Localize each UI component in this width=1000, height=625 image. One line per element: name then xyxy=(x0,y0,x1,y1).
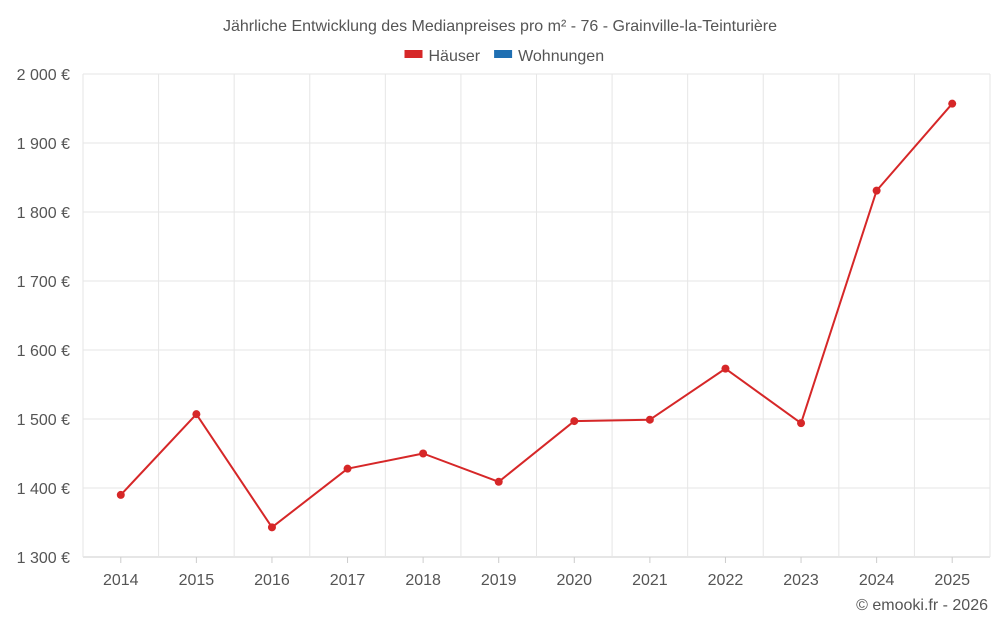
legend-swatch xyxy=(494,50,513,58)
y-tick-label: 2 000 € xyxy=(17,67,70,84)
data-point xyxy=(721,364,730,373)
y-tick-label: 1 800 € xyxy=(17,205,70,222)
x-tick-label: 2022 xyxy=(708,572,744,589)
grid xyxy=(82,73,991,558)
x-tick-label: 2020 xyxy=(556,572,592,589)
legend-swatch xyxy=(404,50,423,58)
x-tick-label: 2021 xyxy=(632,572,668,589)
legend-label: Wohnungen xyxy=(518,48,604,65)
data-point xyxy=(192,410,201,419)
y-tick-label: 1 900 € xyxy=(17,136,70,153)
x-tick-label: 2023 xyxy=(783,572,819,589)
data-point xyxy=(948,99,957,108)
x-tick-label: 2018 xyxy=(405,572,441,589)
y-axis: 1 300 € 1 400 € 1 500 € 1 600 € 1 700 € 1 800… xyxy=(17,67,70,567)
data-point xyxy=(872,186,881,195)
chart-title: Jährliche Entwicklung des Medianpreises … xyxy=(223,18,777,35)
x-tick-label: 2015 xyxy=(179,572,215,589)
x-tick-label: 2019 xyxy=(481,572,517,589)
y-tick-label: 1 500 € xyxy=(17,412,70,429)
data-point xyxy=(645,415,654,424)
data-point xyxy=(797,419,806,428)
x-tick-label: 2017 xyxy=(330,572,366,589)
legend-label: Häuser xyxy=(429,48,481,65)
data-point xyxy=(419,449,428,458)
x-tick-label: 2016 xyxy=(254,572,290,589)
y-tick-label: 1 300 € xyxy=(17,550,70,567)
data-point xyxy=(494,477,503,486)
data-point xyxy=(116,490,125,499)
credit: © emooki.fr - 2026 xyxy=(856,597,988,614)
x-tick-label: 2014 xyxy=(103,572,139,589)
x-axis: 2014 2015 2016 2017 2018 2019 2020 2021 2022 2023… xyxy=(103,557,970,589)
x-tick-label: 2025 xyxy=(934,572,970,589)
x-tick-label: 2024 xyxy=(859,572,895,589)
y-tick-label: 1 600 € xyxy=(17,343,70,360)
y-tick-label: 1 400 € xyxy=(17,481,70,498)
series-layer xyxy=(116,99,957,532)
data-point xyxy=(343,464,352,473)
y-tick-label: 1 700 € xyxy=(17,274,70,291)
data-point xyxy=(570,417,579,426)
legend: Häuser Wohnungen xyxy=(404,48,604,65)
data-point xyxy=(267,523,276,532)
series-line xyxy=(120,103,953,529)
